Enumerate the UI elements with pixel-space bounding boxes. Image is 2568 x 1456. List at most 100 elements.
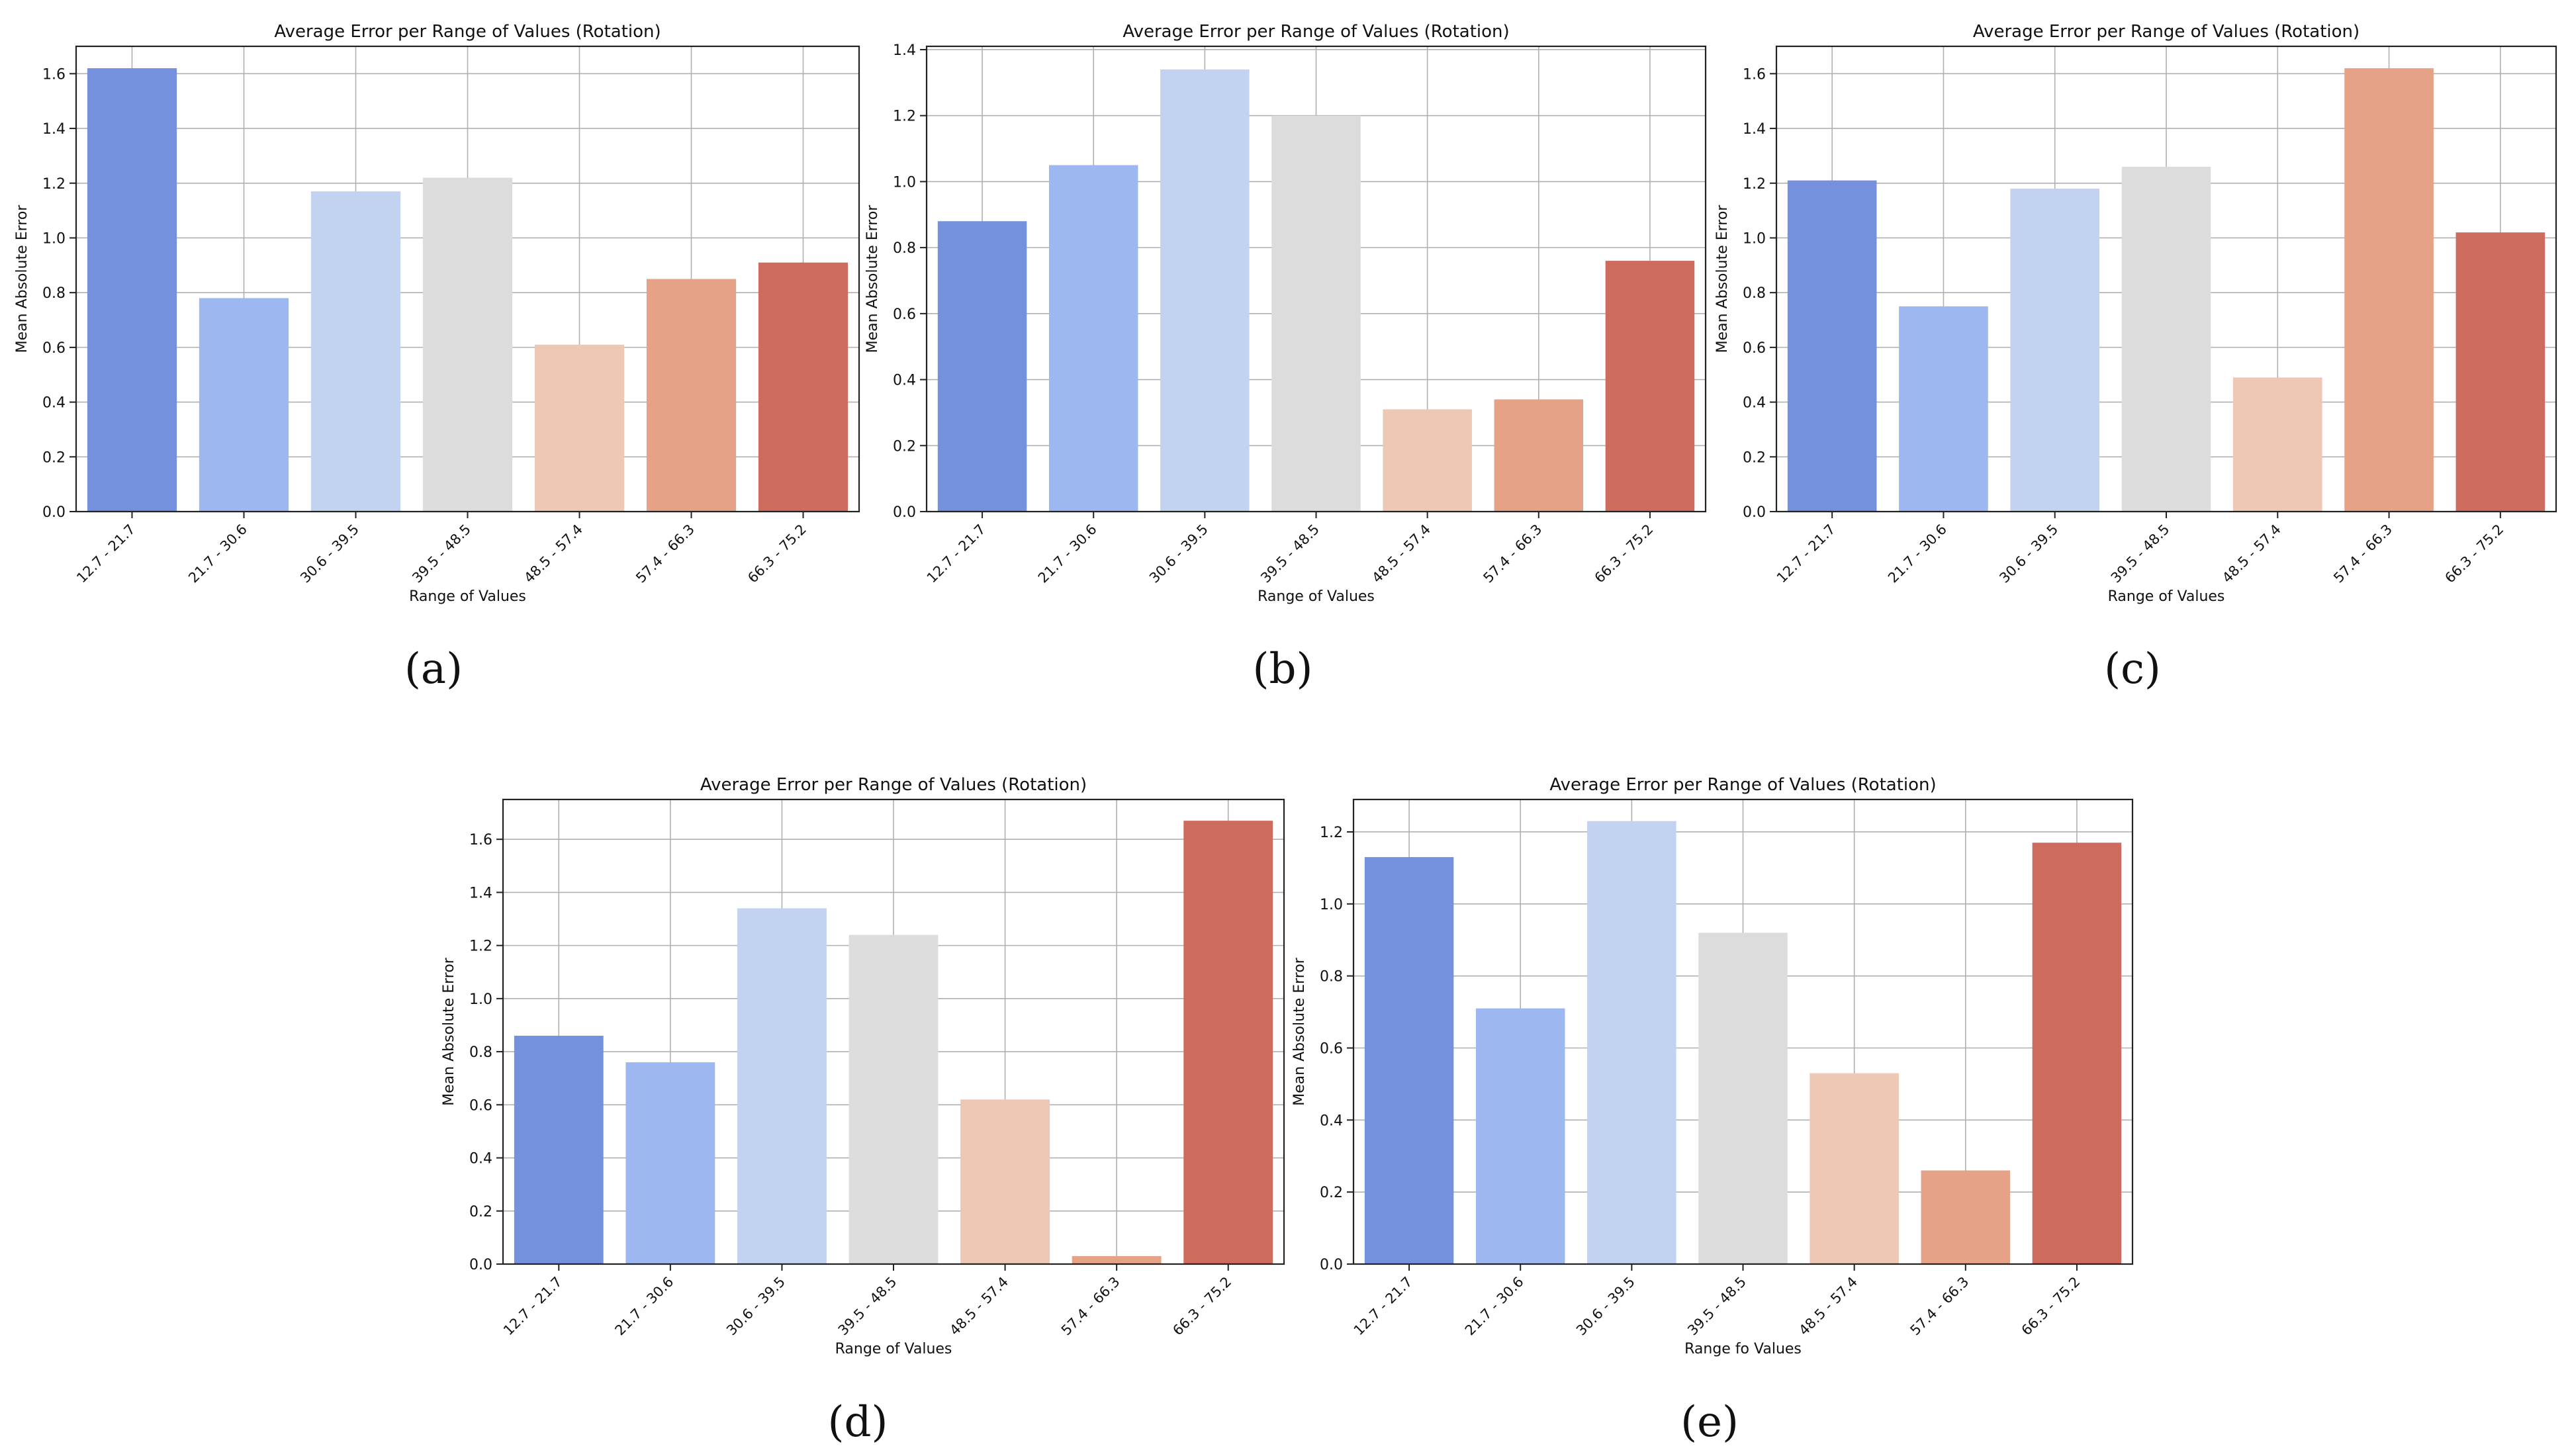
y-tick-label: 1.6 [469, 832, 492, 848]
y-tick-label: 1.0 [1320, 897, 1343, 913]
bar-12.7-21.7 [937, 221, 1027, 512]
bar-39.5-48.5 [422, 177, 513, 512]
bar-30.6-39.5 [310, 191, 401, 512]
y-axis-label: Mean Absolute Error [1291, 957, 1308, 1106]
y-tick-label: 1.2 [1743, 176, 1766, 193]
y-tick-label: 0.4 [893, 373, 916, 389]
x-axis-label: Range of Values [2108, 588, 2225, 605]
chart-title: Average Error per Range of Values (Rotat… [1123, 22, 1509, 42]
bar-48.5-57.4 [1383, 409, 1472, 512]
bar-21.7-30.6 [625, 1062, 715, 1264]
bar-21.7-30.6 [199, 298, 289, 512]
y-axis-label: Mean Absolute Error [14, 205, 30, 353]
y-tick-label: 0.8 [1743, 285, 1766, 302]
bar-39.5-48.5 [1698, 933, 1788, 1264]
x-axis-label: Range of Values [409, 588, 526, 605]
y-tick-label: 0.6 [1320, 1040, 1343, 1057]
chart-title: Average Error per Range of Values (Rotat… [1549, 775, 1936, 795]
y-tick-label: 0.8 [469, 1044, 492, 1061]
bar-30.6-39.5 [737, 908, 827, 1264]
bar-30.6-39.5 [2010, 189, 2100, 512]
y-tick-label: 1.4 [469, 885, 492, 901]
y-tick-label: 1.6 [1743, 66, 1766, 83]
bar-66.3-75.2 [2032, 842, 2122, 1264]
chart-panel-0: 0.00.20.40.60.81.01.21.41.612.7 - 21.7 21… [14, 22, 860, 694]
y-tick-label: 0.6 [893, 306, 916, 323]
y-tick-label: 0.8 [1320, 969, 1343, 985]
y-tick-label: 1.2 [42, 176, 66, 193]
y-tick-label: 1.4 [1743, 121, 1766, 138]
y-tick-label: 0.4 [1743, 395, 1766, 412]
bar-21.7-30.6 [1048, 165, 1138, 512]
bar-39.5-48.5 [1271, 115, 1361, 512]
bar-30.6-39.5 [1587, 821, 1676, 1264]
bar-39.5-48.5 [2121, 166, 2211, 512]
bar-48.5-57.4 [1810, 1073, 1899, 1264]
y-tick-label: 0.2 [42, 449, 66, 466]
bar-21.7-30.6 [1475, 1008, 1565, 1264]
y-tick-label: 0.6 [469, 1097, 492, 1114]
bar-57.4-66.3 [2344, 68, 2434, 512]
chart-title: Average Error per Range of Values (Rotat… [700, 775, 1087, 795]
y-tick-label: 1.4 [42, 121, 66, 138]
y-tick-label: 0.0 [1743, 504, 1766, 521]
bar-57.4-66.3 [1072, 1255, 1162, 1264]
y-tick-label: 0.6 [1743, 340, 1766, 357]
y-tick-label: 1.0 [42, 230, 66, 247]
y-tick-label: 0.2 [893, 438, 916, 455]
bar-12.7-21.7 [1364, 857, 1454, 1264]
y-tick-label: 0.8 [893, 240, 916, 257]
y-tick-label: 1.2 [893, 109, 916, 125]
panel-label: (d) [828, 1398, 888, 1447]
y-tick-label: 0.0 [42, 504, 66, 521]
y-tick-label: 0.4 [42, 395, 66, 412]
y-tick-label: 0.4 [1320, 1113, 1343, 1129]
y-tick-label: 0.0 [469, 1257, 492, 1273]
y-tick-label: 1.2 [469, 938, 492, 955]
bar-57.4-66.3 [1921, 1170, 2011, 1264]
y-tick-label: 1.0 [1743, 230, 1766, 247]
bar-39.5-48.5 [848, 934, 939, 1264]
y-axis-label: Mean Absolute Error [864, 205, 881, 353]
bar-48.5-57.4 [960, 1099, 1050, 1264]
y-tick-label: 0.6 [42, 340, 66, 357]
panel-label: (b) [1253, 645, 1313, 694]
chart-title: Average Error per Range of Values (Rotat… [1973, 22, 2360, 42]
bar-66.3-75.2 [2455, 232, 2545, 512]
y-tick-label: 1.0 [469, 991, 492, 1008]
bar-30.6-39.5 [1160, 69, 1250, 512]
panel-label: (c) [2104, 645, 2161, 694]
bar-66.3-75.2 [758, 262, 848, 512]
y-tick-label: 1.2 [1320, 825, 1343, 841]
bar-12.7-21.7 [87, 68, 177, 512]
y-tick-label: 0.8 [42, 285, 66, 302]
panel-label: (a) [404, 645, 463, 694]
bar-57.4-66.3 [646, 279, 737, 512]
bar-48.5-57.4 [2232, 377, 2322, 512]
y-tick-label: 0.0 [1320, 1257, 1343, 1273]
bar-66.3-75.2 [1183, 821, 1273, 1264]
chart-panel-1: 0.00.20.40.60.81.01.21.412.7 - 21.7 21.7 … [864, 22, 1707, 694]
bar-66.3-75.2 [1605, 261, 1695, 512]
bar-21.7-30.6 [1899, 306, 1988, 512]
x-axis-label: Range fo Values [1684, 1341, 1802, 1357]
y-tick-label: 0.2 [1320, 1185, 1343, 1201]
y-axis-label: Mean Absolute Error [441, 957, 457, 1106]
bar-48.5-57.4 [534, 344, 625, 512]
chart-title: Average Error per Range of Values (Rotat… [274, 22, 661, 42]
y-axis-label: Mean Absolute Error [1714, 205, 1731, 353]
y-tick-label: 0.4 [469, 1151, 492, 1167]
y-tick-label: 0.2 [469, 1204, 492, 1220]
bar-57.4-66.3 [1494, 399, 1584, 512]
x-axis-label: Range of Values [1258, 588, 1375, 605]
y-tick-label: 0.0 [893, 504, 916, 521]
y-tick-label: 1.4 [893, 42, 916, 59]
bar-12.7-21.7 [514, 1036, 604, 1264]
y-tick-label: 1.0 [893, 174, 916, 191]
y-tick-label: 1.6 [42, 66, 66, 83]
bar-12.7-21.7 [1787, 180, 1877, 512]
y-tick-label: 0.2 [1743, 449, 1766, 466]
x-axis-label: Range of Values [835, 1341, 952, 1357]
panel-label: (e) [1680, 1398, 1739, 1447]
